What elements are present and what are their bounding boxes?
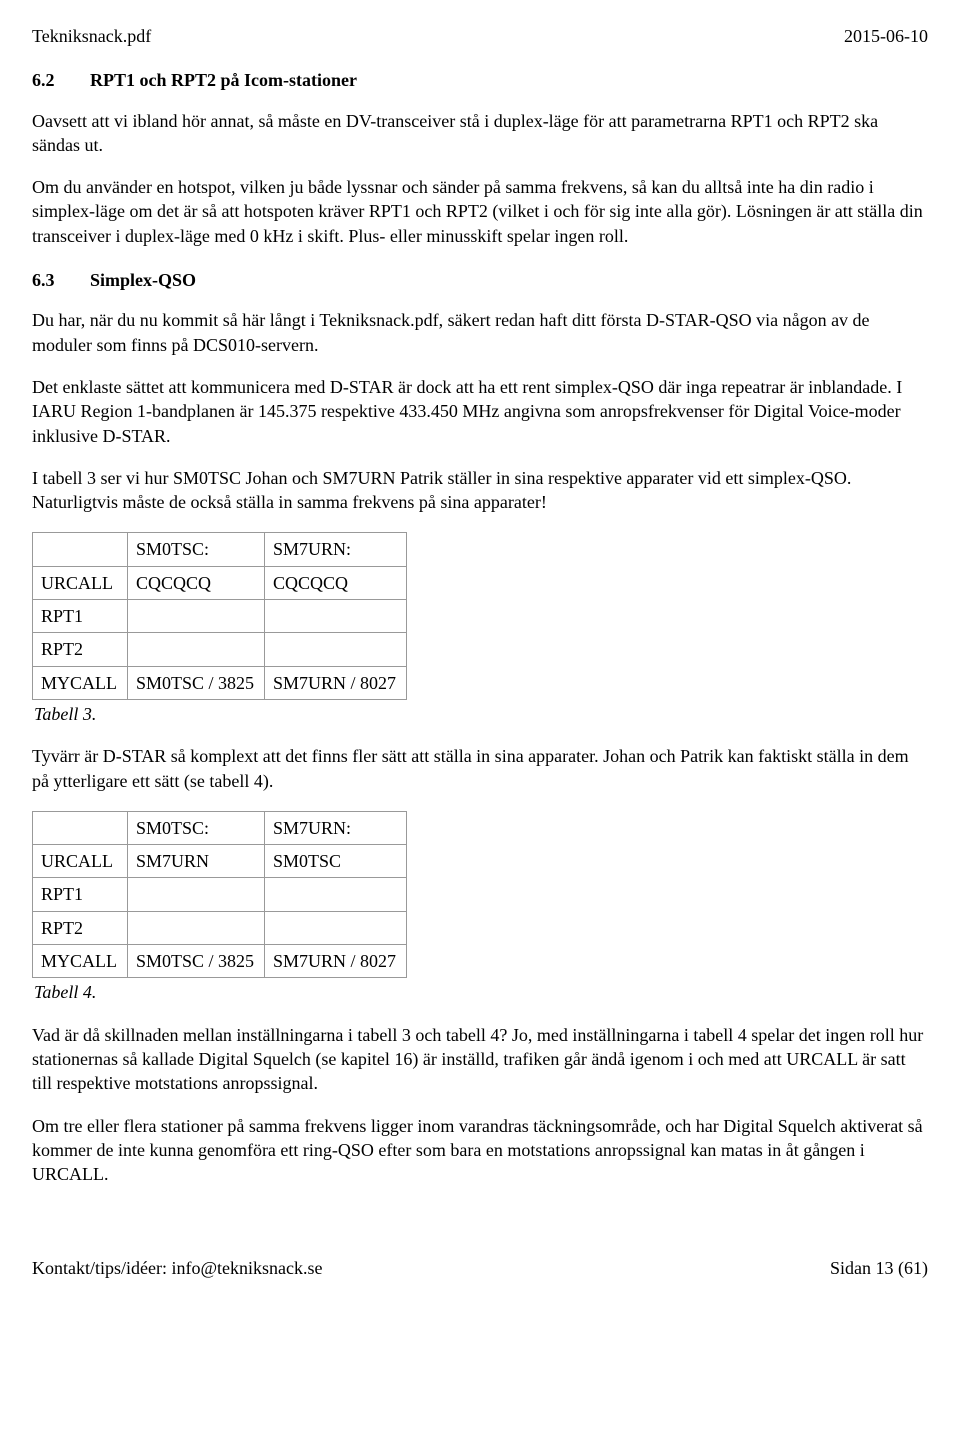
cell-col-header: SM7URN:	[265, 811, 407, 844]
table-row: RPT2	[33, 633, 407, 666]
paragraph: Vad är då skillnaden mellan inställninga…	[32, 1023, 928, 1096]
heading-6-2: 6.2 RPT1 och RPT2 på Icom-stationer	[32, 68, 928, 92]
footer-page-number: Sidan 13 (61)	[830, 1256, 928, 1280]
cell-value: SM7URN / 8027	[265, 945, 407, 978]
heading-number: 6.2	[32, 68, 90, 92]
table-row: RPT2	[33, 911, 407, 944]
cell-row-label: URCALL	[33, 566, 128, 599]
cell-value	[265, 911, 407, 944]
paragraph: Tyvärr är D-STAR så komplext att det fin…	[32, 744, 928, 793]
cell-col-header: SM0TSC:	[128, 533, 265, 566]
heading-number: 6.3	[32, 268, 90, 292]
table-row: MYCALL SM0TSC / 3825 SM7URN / 8027	[33, 945, 407, 978]
table-row: URCALL SM7URN SM0TSC	[33, 845, 407, 878]
table-3: SM0TSC: SM7URN: URCALL CQCQCQ CQCQCQ RPT…	[32, 532, 407, 699]
cell-row-label: RPT1	[33, 600, 128, 633]
table-row: MYCALL SM0TSC / 3825 SM7URN / 8027	[33, 666, 407, 699]
paragraph: Om du använder en hotspot, vilken ju båd…	[32, 175, 928, 248]
table-row: RPT1	[33, 878, 407, 911]
cell-value: SM7URN	[128, 845, 265, 878]
heading-title: RPT1 och RPT2 på Icom-stationer	[90, 68, 357, 92]
page-header: Tekniksnack.pdf 2015-06-10	[32, 24, 928, 48]
heading-title: Simplex-QSO	[90, 268, 196, 292]
cell-row-label: RPT2	[33, 911, 128, 944]
cell-row-label: MYCALL	[33, 945, 128, 978]
table-4: SM0TSC: SM7URN: URCALL SM7URN SM0TSC RPT…	[32, 811, 407, 978]
table-4-caption: Tabell 4.	[34, 980, 928, 1004]
paragraph: Om tre eller flera stationer på samma fr…	[32, 1114, 928, 1187]
table-row: SM0TSC: SM7URN:	[33, 811, 407, 844]
cell-empty	[33, 811, 128, 844]
cell-col-header: SM7URN:	[265, 533, 407, 566]
heading-6-3: 6.3 Simplex-QSO	[32, 268, 928, 292]
table-row: URCALL CQCQCQ CQCQCQ	[33, 566, 407, 599]
cell-row-label: RPT1	[33, 878, 128, 911]
table-3-caption: Tabell 3.	[34, 702, 928, 726]
cell-value	[128, 633, 265, 666]
cell-value	[265, 600, 407, 633]
cell-row-label: RPT2	[33, 633, 128, 666]
cell-col-header: SM0TSC:	[128, 811, 265, 844]
cell-value: CQCQCQ	[128, 566, 265, 599]
paragraph: Oavsett att vi ibland hör annat, så måst…	[32, 109, 928, 158]
header-filename: Tekniksnack.pdf	[32, 24, 151, 48]
cell-row-label: MYCALL	[33, 666, 128, 699]
cell-value: SM0TSC	[265, 845, 407, 878]
cell-value: SM7URN / 8027	[265, 666, 407, 699]
cell-value: SM0TSC / 3825	[128, 945, 265, 978]
cell-value	[128, 911, 265, 944]
paragraph: Det enklaste sättet att kommunicera med …	[32, 375, 928, 448]
footer-contact: Kontakt/tips/idéer: info@tekniksnack.se	[32, 1256, 323, 1280]
cell-value	[128, 600, 265, 633]
cell-value	[128, 878, 265, 911]
cell-value: SM0TSC / 3825	[128, 666, 265, 699]
page-footer: Kontakt/tips/idéer: info@tekniksnack.se …	[32, 1256, 928, 1280]
cell-value: CQCQCQ	[265, 566, 407, 599]
cell-value	[265, 878, 407, 911]
cell-value	[265, 633, 407, 666]
paragraph: Du har, när du nu kommit så här långt i …	[32, 308, 928, 357]
cell-row-label: URCALL	[33, 845, 128, 878]
table-row: SM0TSC: SM7URN:	[33, 533, 407, 566]
cell-empty	[33, 533, 128, 566]
paragraph: I tabell 3 ser vi hur SM0TSC Johan och S…	[32, 466, 928, 515]
table-row: RPT1	[33, 600, 407, 633]
header-date: 2015-06-10	[844, 24, 928, 48]
